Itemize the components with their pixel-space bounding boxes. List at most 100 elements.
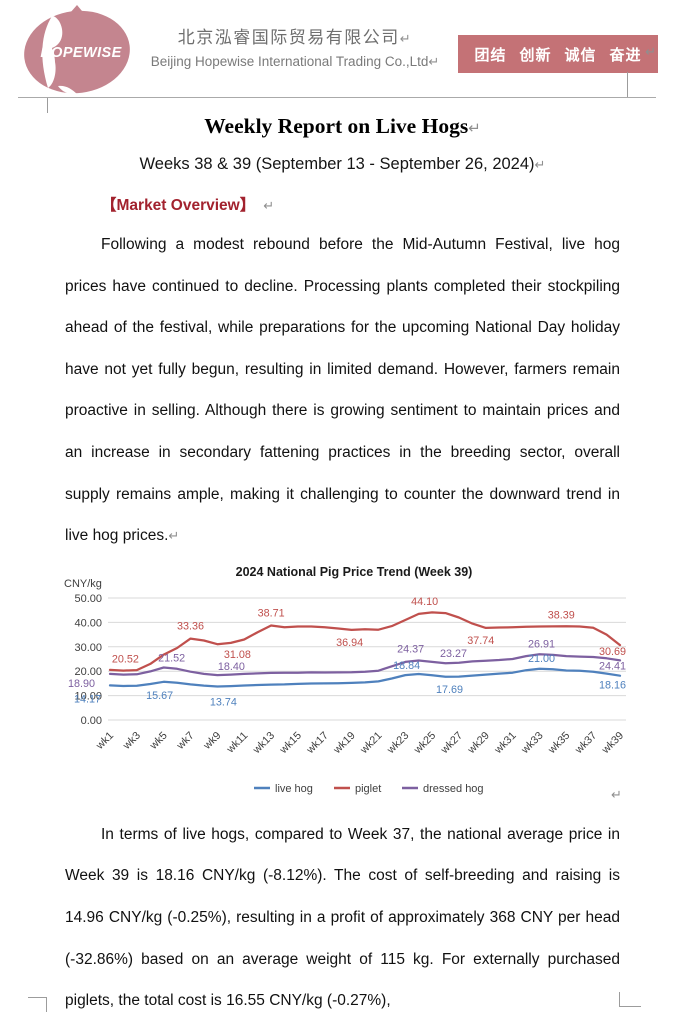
x-tick-label: wk17: [304, 729, 331, 756]
svg-text:wk27: wk27: [438, 729, 465, 756]
report-body: Weekly Report on Live Hogs↵ Weeks 38 & 3…: [0, 98, 686, 1014]
y-tick-label: 50.00: [74, 593, 102, 605]
svg-text:wk1: wk1: [93, 729, 116, 752]
series-line-live-hog: [108, 667, 622, 688]
svg-text:wk39: wk39: [599, 729, 626, 756]
data-label: 21.52: [158, 652, 185, 664]
svg-text:wk35: wk35: [545, 729, 572, 756]
x-tick-label: wk25: [411, 729, 438, 756]
x-tick-label: wk33: [519, 729, 546, 756]
data-label: 18.84: [393, 660, 420, 672]
motto-item: 奋进: [609, 46, 642, 64]
svg-text:wk23: wk23: [384, 729, 411, 756]
x-tick-label: wk27: [438, 729, 465, 756]
x-tick-label: wk3: [120, 729, 143, 752]
motto-banner: 团结 创新 诚信 奋进 ↵: [458, 35, 658, 73]
svg-text:wk15: wk15: [277, 729, 304, 756]
paragraph-mark: ↵: [645, 45, 656, 60]
x-tick-label: wk37: [572, 729, 599, 756]
price-chart-svg: 2024 National Pig Price Trend (Week 39) C…: [64, 565, 626, 795]
legend-label: piglet: [355, 783, 381, 795]
data-label: 18.90: [68, 678, 95, 690]
x-tick-label: wk9: [201, 729, 224, 752]
svg-text:wk21: wk21: [358, 729, 385, 756]
logo-text: HOPEWISE: [40, 45, 122, 61]
data-label: 17.69: [436, 684, 463, 696]
legend-label: live hog: [275, 783, 313, 795]
paragraph-live-hogs: In terms of live hogs, compared to Week …: [65, 814, 620, 1014]
paragraph-mark: ↵: [468, 119, 481, 137]
page-margin-mark: [28, 997, 47, 1012]
paragraph-mark: ↵: [168, 529, 180, 545]
data-label: 38.39: [548, 609, 575, 621]
company-name-block: 北京泓睿国际贸易有限公司↵ Beijing Hopewise Internati…: [130, 26, 460, 73]
data-label: 30.69: [599, 646, 626, 658]
data-label: 18.16: [599, 679, 626, 691]
data-label: 33.36: [177, 620, 204, 632]
report-title-text: Weekly Report on Live Hogs: [204, 114, 469, 138]
svg-text:wk5: wk5: [147, 729, 170, 752]
x-tick-label: wk15: [277, 729, 304, 756]
data-label: 21.00: [528, 653, 555, 665]
data-label: 38.71: [258, 607, 285, 619]
paragraph-market-overview: Following a modest rebound before the Mi…: [65, 224, 620, 558]
paragraph-mark: ↵: [534, 158, 546, 173]
page-margin-mark: [619, 992, 641, 1007]
x-tick-label: wk29: [465, 729, 492, 756]
svg-text:wk19: wk19: [331, 729, 358, 756]
paragraph-mark: ↵: [611, 787, 622, 803]
paragraph-mark: ↵: [399, 32, 413, 47]
svg-text:wk7: wk7: [174, 729, 197, 752]
paragraph-mark: ↵: [263, 199, 275, 214]
company-name-en: Beijing Hopewise International Trading C…: [150, 54, 429, 69]
svg-text:wk29: wk29: [465, 729, 492, 756]
report-subtitle-text: Weeks 38 & 39 (September 13 - September …: [139, 155, 535, 173]
report-title: Weekly Report on Live Hogs↵: [65, 110, 620, 144]
y-tick-label: 0.00: [81, 715, 102, 727]
x-tick-label: wk31: [492, 729, 519, 756]
svg-text:wk9: wk9: [201, 729, 224, 752]
svg-text:wk25: wk25: [411, 729, 438, 756]
x-tick-label: wk19: [331, 729, 358, 756]
chart-y-unit: CNY/kg: [64, 578, 102, 590]
x-tick-label: wk23: [384, 729, 411, 756]
data-label: 14.17: [74, 693, 101, 705]
x-tick-label: wk1: [93, 729, 116, 752]
svg-text:wk17: wk17: [304, 729, 331, 756]
x-tick-label: wk13: [250, 729, 277, 756]
data-label: 24.37: [397, 643, 424, 655]
data-label: 36.94: [336, 637, 363, 649]
svg-text:wk13: wk13: [250, 729, 277, 756]
data-label: 37.74: [467, 635, 494, 647]
y-tick-label: 30.00: [74, 642, 102, 654]
motto-item: 诚信: [564, 46, 597, 64]
data-label: 26.91: [528, 638, 555, 650]
data-label: 24.41: [599, 660, 626, 672]
paragraph-market-overview-text: Following a modest rebound before the Mi…: [65, 236, 620, 545]
y-tick-label: 20.00: [74, 666, 102, 678]
legend-label: dressed hog: [423, 783, 484, 795]
company-name-cn: 北京泓睿国际贸易有限公司: [177, 28, 400, 47]
header-divider: [18, 97, 656, 98]
motto-item: 创新: [519, 46, 552, 64]
x-tick-label: wk7: [174, 729, 197, 752]
motto-item: 团结: [474, 46, 507, 64]
svg-text:wk37: wk37: [572, 729, 599, 756]
page-margin-mark: [47, 98, 48, 113]
x-tick-label: wk35: [545, 729, 572, 756]
report-subtitle: Weeks 38 & 39 (September 13 - September …: [65, 153, 620, 177]
section-heading-market-overview: 【Market Overview】 ↵: [65, 194, 620, 218]
chart-title: 2024 National Pig Price Trend (Week 39): [236, 565, 473, 579]
svg-text:wk31: wk31: [492, 729, 519, 756]
series-line-piglet: [108, 611, 622, 672]
y-tick-label: 10.00: [74, 690, 102, 702]
data-label: 13.74: [210, 696, 237, 708]
paragraph-live-hogs-text: In terms of live hogs, compared to Week …: [65, 825, 620, 1010]
section-heading-text: 【Market Overview】: [101, 197, 256, 214]
y-tick-label: 40.00: [74, 617, 102, 629]
svg-text:wk33: wk33: [519, 729, 546, 756]
series-line-dressed-hog: [108, 652, 622, 676]
data-label: 15.67: [146, 690, 173, 702]
company-logo: HOPEWISE: [24, 5, 130, 95]
